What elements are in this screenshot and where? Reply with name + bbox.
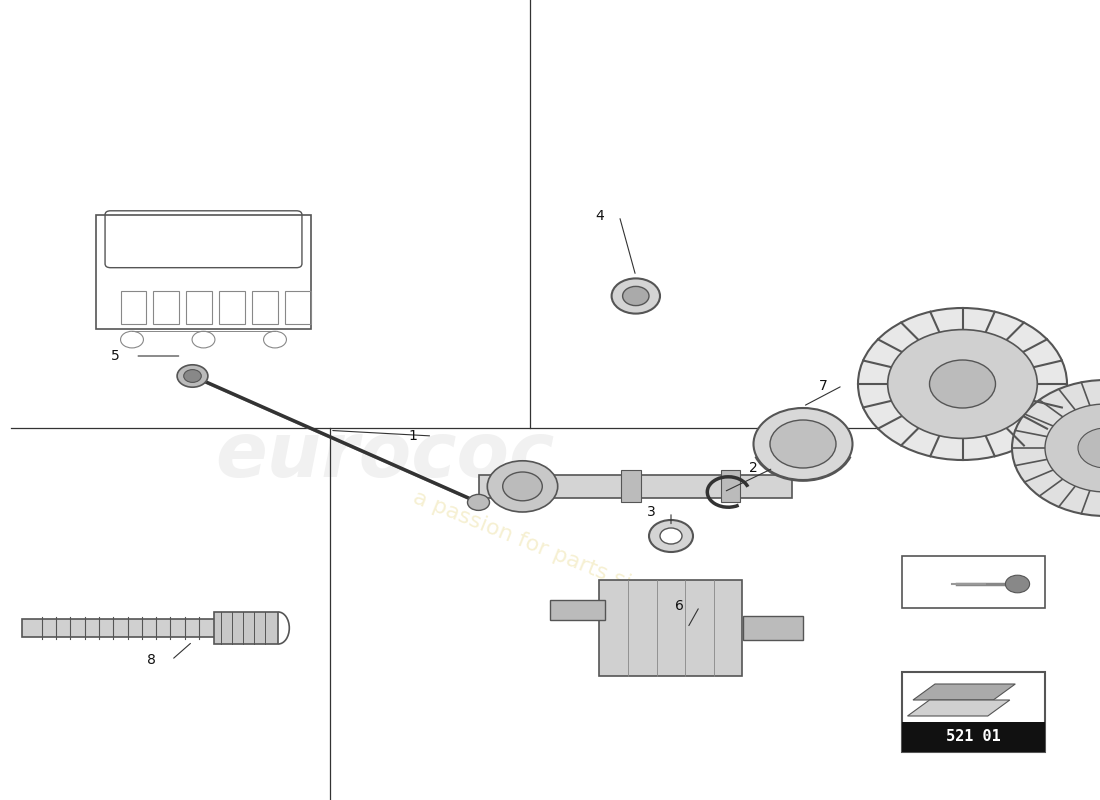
Text: a passion for parts since 1: a passion for parts since 1 — [410, 487, 690, 617]
Circle shape — [177, 365, 208, 387]
Circle shape — [1012, 380, 1100, 516]
Text: 6: 6 — [675, 599, 684, 614]
Text: 8: 8 — [147, 653, 156, 667]
Bar — [97, 214, 310, 330]
Bar — [478, 475, 792, 498]
Circle shape — [649, 520, 693, 552]
Text: 7: 7 — [818, 378, 827, 393]
Bar — [600, 580, 742, 676]
Circle shape — [623, 286, 649, 306]
Circle shape — [487, 461, 558, 512]
Circle shape — [468, 494, 490, 510]
Text: 521 01: 521 01 — [946, 730, 1001, 744]
Bar — [550, 600, 605, 620]
Bar — [902, 722, 1045, 752]
Circle shape — [770, 420, 836, 468]
Circle shape — [660, 528, 682, 544]
Circle shape — [1005, 575, 1030, 593]
Bar — [720, 470, 740, 502]
Text: 3: 3 — [647, 505, 656, 519]
Bar — [22, 619, 270, 637]
Polygon shape — [913, 684, 1015, 700]
Bar — [121, 290, 146, 324]
Bar — [522, 470, 542, 502]
Circle shape — [754, 408, 853, 480]
Bar — [902, 556, 1045, 608]
Circle shape — [612, 278, 660, 314]
Bar — [902, 672, 1045, 752]
Circle shape — [858, 308, 1067, 460]
Bar — [252, 290, 278, 324]
Bar — [214, 612, 278, 644]
Circle shape — [888, 330, 1037, 438]
Bar — [186, 290, 212, 324]
Text: 5: 5 — [111, 349, 120, 363]
Circle shape — [503, 472, 542, 501]
Text: 2: 2 — [749, 461, 758, 475]
Circle shape — [1078, 428, 1100, 468]
Circle shape — [184, 370, 201, 382]
Bar — [219, 290, 245, 324]
Bar — [742, 616, 803, 640]
Circle shape — [930, 360, 996, 408]
Text: 1: 1 — [408, 429, 417, 443]
Bar — [621, 470, 641, 502]
Polygon shape — [908, 700, 1010, 716]
Circle shape — [1045, 404, 1100, 492]
Text: eurococ: eurococ — [216, 419, 554, 493]
Bar — [154, 290, 179, 324]
Bar — [285, 290, 310, 324]
Text: 4: 4 — [595, 209, 604, 223]
